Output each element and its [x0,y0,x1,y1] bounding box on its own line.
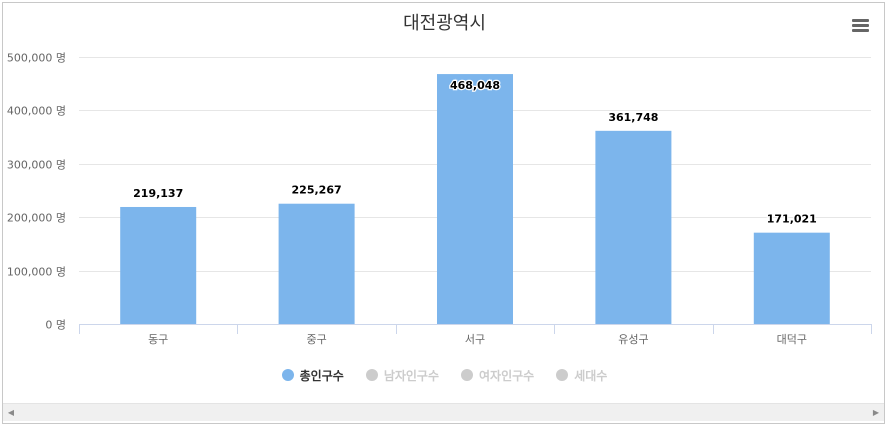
chart-legend: 총인구수 남자인구수 여자인구수 세대수 [0,366,889,384]
x-tick-label: 동구 [148,333,168,346]
legend-label: 여자인구수 [479,368,535,383]
y-tick-label: 0 명 [45,319,66,332]
bar [120,206,197,324]
scroll-right-arrow-icon[interactable]: ▶ [872,408,880,417]
legend-label: 남자인구수 [383,368,440,383]
x-tick-label: 중구 [306,333,326,346]
data-label: 225,267 [292,184,342,197]
data-label: 219,137 [133,187,183,200]
legend-item[interactable]: 남자인구수 [365,367,440,384]
y-tick-label: 100,000 명 [7,266,66,279]
chart-title: 대전광역시 [403,13,486,34]
x-tick-label: 대덕구 [777,333,807,346]
legend-marker-icon [461,369,474,381]
legend-marker-icon [365,369,378,381]
y-tick-label: 400,000 명 [7,105,66,118]
x-tick-label: 유성구 [618,333,648,346]
bar [437,74,513,324]
x-tick-label: 서구 [465,333,485,346]
bar [753,232,830,324]
legend-label: 세대수 [574,368,608,383]
y-tick-label: 300,000 명 [7,159,66,172]
legend-marker-icon [556,369,569,381]
legend-item[interactable]: 총인구수 [281,367,344,384]
legend-marker-icon [281,369,294,381]
hamburger-menu-icon[interactable] [852,19,869,33]
y-tick-label: 500,000 명 [7,52,66,65]
data-label: 171,021 [767,213,817,226]
bar [595,130,672,324]
legend-item[interactable]: 여자인구수 [461,367,534,384]
scroll-left-arrow-icon[interactable]: ◀ [7,408,15,417]
data-label: 361,748 [608,111,658,124]
legend-item[interactable]: 세대수 [556,367,607,384]
data-label: 468,048 [450,79,500,92]
legend-label: 총인구수 [299,368,344,383]
bar [278,203,355,324]
y-tick-label: 200,000 명 [7,212,66,225]
horizontal-scrollbar[interactable]: ◀ ▶ [3,403,884,421]
